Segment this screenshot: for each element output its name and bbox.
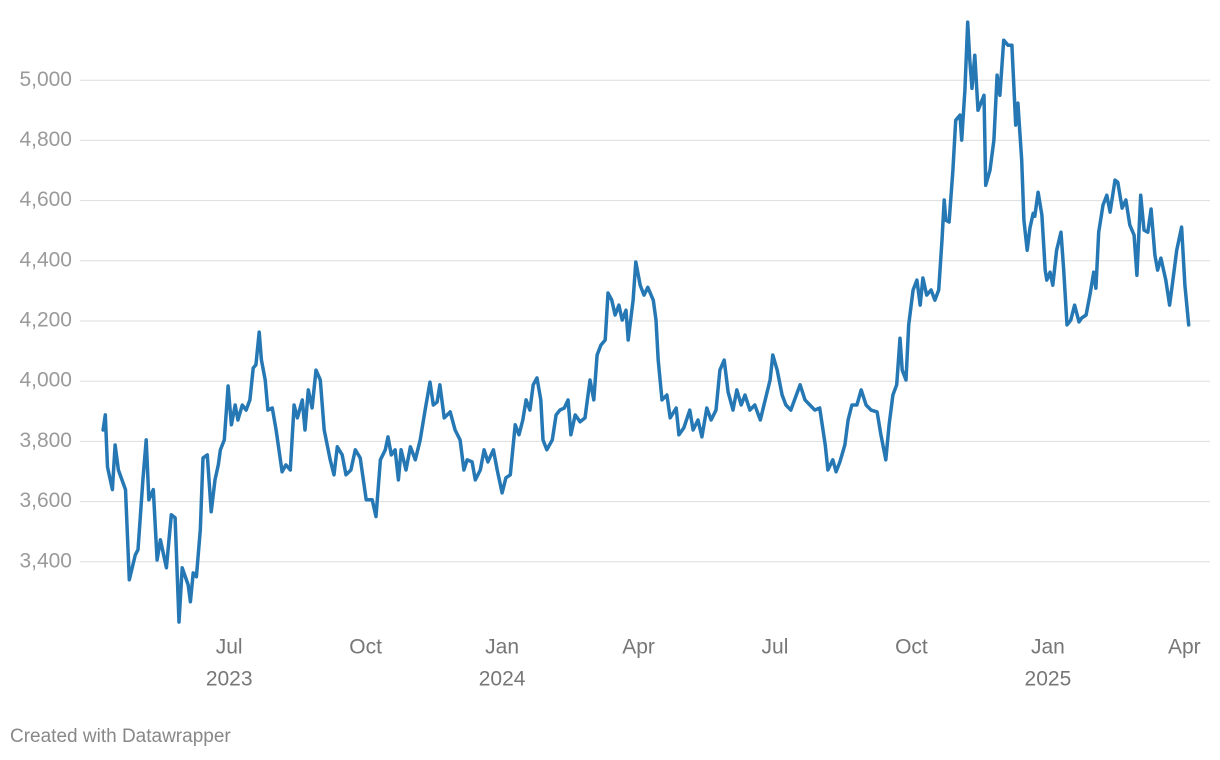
credit: Created with Datawrapper [10,726,231,747]
line [101,20,1191,624]
x-tick-label: Jul [216,636,243,659]
x-tick-label: Oct [349,636,382,659]
x-tick-label: Jan [1031,636,1065,659]
x-tick-label: Oct [895,636,928,659]
y-tick-label: 4,600 [19,188,72,211]
x-year-label: 2024 [479,668,526,691]
y-tick-label: 4,200 [19,309,72,332]
x-year-label: 2023 [206,668,253,691]
y-tick-label: 4,400 [19,248,72,271]
x-year-label: 2025 [1025,668,1072,691]
y-tick-label: 3,800 [19,429,72,452]
x-tick-label: Apr [622,636,655,659]
x-tick-label: Jul [762,636,789,659]
y-tick-label: 3,600 [19,489,72,512]
y-tick-label: 4,800 [19,128,72,151]
y-tick-label: 4,000 [19,369,72,392]
y-tick-label: 5,000 [19,68,72,91]
x-tick-label: Apr [1168,636,1201,659]
x-tick-label: Jan [485,636,519,659]
y-tick-label: 3,400 [19,549,72,572]
